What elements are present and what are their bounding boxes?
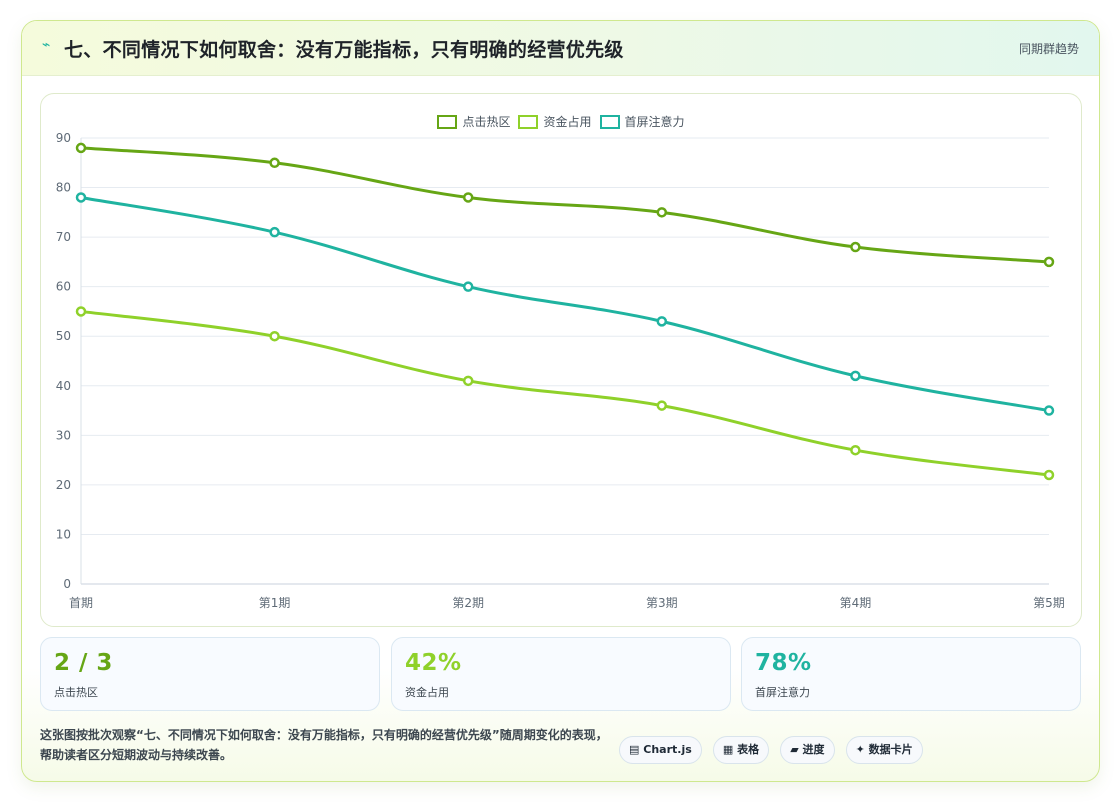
data-point (462, 375, 474, 387)
data-point (75, 192, 87, 203)
chart-icon: ▤ (629, 743, 640, 756)
x-tick-label: 第1期 (259, 596, 291, 610)
legend-label: 点击热区 (462, 115, 511, 129)
chip-label: 表格 (737, 743, 760, 756)
data-point (850, 444, 861, 456)
stat-value: 2 / 3 (54, 650, 113, 676)
y-tick-label: 70 (56, 230, 71, 244)
data-point (269, 330, 280, 342)
chip-chartjs[interactable]: ▤ Chart.js (619, 736, 702, 764)
series-line (79, 146, 1051, 264)
legend-label: 首屏注意力 (624, 115, 685, 129)
data-point (269, 157, 280, 169)
data-point (462, 192, 474, 203)
y-tick-label: 80 (56, 181, 71, 195)
chip-table[interactable]: ▦ 表格 (712, 736, 770, 764)
stat-label: 首屏注意力 (755, 686, 810, 699)
progress-icon: ▰ (790, 743, 799, 756)
y-tick-label: 40 (56, 379, 71, 393)
x-tick-label: 首期 (69, 596, 93, 610)
chip-label: 数据卡片 (868, 743, 913, 756)
tag-chips: ▤ Chart.js ▦ 表格 ▰ 进度 ✦ 数据卡片 (619, 736, 929, 764)
data-point (75, 306, 87, 317)
data-point (850, 370, 861, 382)
chart-description: 这张图按批次观察“七、不同情况下如何取舍：没有万能指标，只有明确的经营优先级”随… (40, 728, 608, 762)
series-line (79, 309, 1051, 477)
legend-swatch (599, 114, 620, 129)
legend-item[interactable]: 资金占用 (518, 113, 592, 130)
chip-data-card[interactable]: ✦ 数据卡片 (845, 736, 923, 764)
chart-card: ⌁ 七、不同情况下如何取舍：没有万能指标，只有明确的经营优先级 同期群趋势 0 1… (21, 20, 1100, 782)
stat-card-click-heat: 2 / 3 点击热区 (40, 637, 380, 711)
stat-label: 资金占用 (405, 686, 449, 699)
y-tick-label: 20 (56, 478, 71, 492)
data-point (1043, 256, 1055, 268)
sparkle-icon: ✦ (855, 743, 865, 756)
chip-label: 进度 (802, 743, 825, 756)
data-point (850, 241, 861, 253)
stat-label: 点击热区 (54, 686, 98, 699)
chip-progress[interactable]: ▰ 进度 (780, 736, 835, 764)
data-point (1043, 405, 1055, 416)
chart-legend: 点击热区 资金占用 首屏注意力 (41, 113, 1081, 130)
x-tick-label: 第2期 (452, 596, 484, 610)
legend-swatch (518, 114, 539, 129)
y-tick-label: 0 (63, 577, 71, 591)
legend-item[interactable]: 首屏注意力 (599, 113, 685, 130)
data-point (75, 142, 87, 154)
stat-card-capital-usage: 42% 资金占用 (391, 637, 731, 711)
data-point (656, 207, 668, 218)
data-point (656, 400, 668, 411)
data-point (1043, 469, 1055, 481)
stat-value: 78% (755, 650, 812, 676)
chip-label: Chart.js (643, 743, 692, 756)
card-header: ⌁ 七、不同情况下如何取舍：没有万能指标，只有明确的经营优先级 同期群趋势 (22, 21, 1099, 76)
table-icon: ▦ (722, 743, 734, 756)
x-tick-label: 第3期 (646, 596, 678, 610)
series-line (79, 195, 1051, 413)
legend-label: 资金占用 (543, 115, 592, 129)
line-chart: 0 10 20 30 40 50 60 70 80 90 首期 第1期 第2期 第3期 第4期 第5期 (56, 131, 1065, 610)
legend-swatch (437, 114, 458, 129)
y-tick-label: 30 (56, 428, 71, 442)
chart-panel: 0 10 20 30 40 50 60 70 80 90 首期 第1期 第2期 第3期 第4期 第5期 点击热… (40, 93, 1082, 627)
chart-type-label: 同期群趋势 (1018, 42, 1079, 56)
legend-item[interactable]: 点击热区 (437, 113, 510, 130)
page-title: 七、不同情况下如何取舍：没有万能指标，只有明确的经营优先级 (64, 39, 624, 61)
x-tick-label: 第5期 (1033, 596, 1065, 610)
stat-cards: 2 / 3 点击热区 42% 资金占用 78% 首屏注意力 (40, 637, 1082, 711)
x-tick-label: 第4期 (840, 596, 872, 610)
y-tick-label: 10 (56, 527, 71, 541)
data-point (269, 226, 280, 238)
stat-value: 42% (405, 650, 462, 676)
y-tick-label: 60 (56, 280, 71, 294)
trend-icon: ⌁ (42, 37, 51, 53)
stat-card-first-screen-attention: 78% 首屏注意力 (741, 637, 1081, 711)
data-point (462, 281, 474, 292)
y-tick-label: 90 (56, 131, 71, 145)
data-point (656, 316, 668, 327)
y-tick-label: 50 (56, 329, 71, 343)
